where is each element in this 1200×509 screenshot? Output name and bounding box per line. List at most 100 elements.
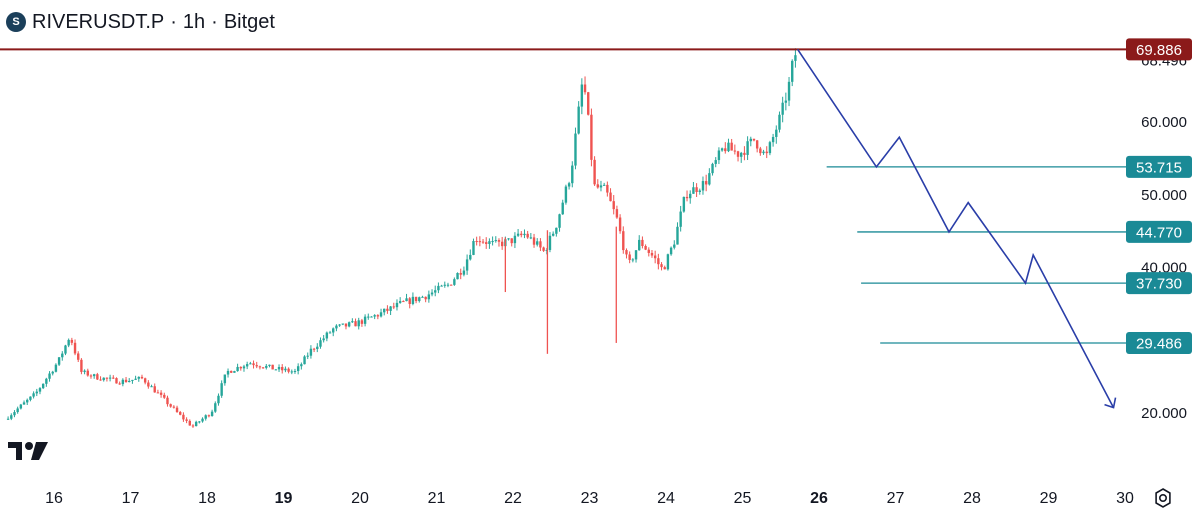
- candle-body: [494, 240, 497, 242]
- interval-label[interactable]: 1h: [182, 10, 206, 33]
- candle-body: [32, 393, 35, 397]
- candle-body: [316, 346, 319, 350]
- candle-body: [112, 377, 115, 379]
- candle-body: [153, 386, 156, 393]
- candle-body: [650, 252, 654, 256]
- candle-body: [376, 315, 380, 317]
- candle-body: [45, 378, 48, 384]
- river-coin-icon: S: [6, 12, 26, 32]
- candle-body: [727, 142, 730, 152]
- candle-body: [389, 306, 392, 311]
- candle-body: [175, 407, 179, 413]
- candle-body: [258, 366, 262, 368]
- candle-body: [523, 233, 526, 236]
- candle-body: [567, 183, 571, 187]
- candle-body: [204, 415, 207, 419]
- symbol-name[interactable]: RIVERUSDT.P: [32, 10, 165, 33]
- candle-body: [612, 201, 615, 210]
- candle-body: [596, 184, 599, 188]
- candle-body: [124, 379, 128, 383]
- candle-body: [618, 217, 622, 232]
- candle-body: [673, 244, 676, 248]
- candle-body: [708, 173, 711, 185]
- candle-body: [663, 267, 666, 270]
- candle-body: [108, 377, 112, 379]
- candle-body: [277, 366, 281, 370]
- candle-body: [233, 371, 236, 373]
- candle-body: [121, 379, 125, 385]
- candle-body: [599, 185, 603, 188]
- candle-body: [698, 190, 701, 192]
- time-axis: 16 17 18 19 20 21 22 23 24 25 26 27 28 29 30: [45, 490, 1134, 506]
- candle-body: [411, 296, 415, 304]
- candle-body: [685, 196, 689, 199]
- candle-body: [188, 420, 191, 426]
- candle-body: [491, 241, 494, 243]
- time-tick-label: 22: [504, 490, 522, 506]
- candle-body: [80, 359, 83, 372]
- candle-body: [583, 84, 587, 93]
- candle-body: [548, 235, 552, 250]
- candle-body: [720, 148, 724, 151]
- time-tick-label: 27: [887, 490, 905, 506]
- candle-body: [134, 378, 137, 380]
- candle-body: [236, 366, 239, 372]
- candle-body: [338, 324, 341, 326]
- candle-body: [743, 152, 746, 155]
- support-price-badge: [1126, 220, 1192, 243]
- candle-body: [532, 237, 536, 245]
- candle-body: [64, 345, 67, 354]
- candle-body: [143, 378, 147, 383]
- time-tick-label: 29: [1040, 490, 1058, 506]
- candle-body: [746, 141, 749, 155]
- candle-body: [268, 364, 271, 366]
- candle-body: [787, 81, 791, 101]
- candle-body: [159, 392, 163, 395]
- candle-body: [83, 370, 86, 372]
- candle-body: [367, 316, 370, 318]
- candle-body: [223, 374, 227, 384]
- time-tick-label: 18: [198, 490, 216, 506]
- candle-body: [628, 254, 631, 260]
- candle-body: [755, 140, 759, 149]
- candle-body: [245, 364, 249, 367]
- candle-body: [414, 296, 418, 302]
- candle-body: [252, 363, 255, 366]
- candle-body: [536, 241, 539, 245]
- price-tick-label: 60.000: [1141, 114, 1187, 131]
- candle-body: [736, 151, 740, 157]
- candle-body: [51, 371, 54, 374]
- candle-body: [322, 338, 325, 341]
- candle-body: [558, 214, 561, 228]
- candle-body: [657, 258, 660, 265]
- resistance-price-label: 69.886: [1136, 42, 1182, 59]
- candle-body: [230, 370, 233, 373]
- candle-body: [472, 241, 475, 255]
- projection-arrowhead: [1104, 397, 1117, 409]
- candle-body: [57, 357, 61, 365]
- candle-body: [332, 328, 335, 333]
- candle-body: [344, 323, 348, 327]
- candle-body: [131, 379, 134, 381]
- candle-body: [392, 306, 395, 308]
- candle-body: [622, 231, 625, 251]
- candle-body: [357, 320, 360, 327]
- candle-body: [752, 138, 756, 141]
- candle-body: [281, 366, 284, 371]
- candle-body: [577, 106, 580, 134]
- candle-body: [207, 415, 211, 417]
- candle-body: [402, 301, 405, 303]
- candle-body: [115, 378, 118, 384]
- candle-body: [730, 142, 733, 151]
- candle-body: [19, 404, 23, 409]
- candle-body: [185, 419, 188, 421]
- candle-body: [749, 138, 752, 142]
- candle-body: [574, 133, 577, 166]
- candle-body: [214, 403, 217, 412]
- support-price-label: 37.730: [1136, 276, 1182, 293]
- candle-body: [695, 187, 698, 192]
- price-tick-label: 50.000: [1141, 187, 1187, 204]
- time-tick-label: 20: [351, 490, 369, 506]
- time-tick-label: 21: [428, 490, 446, 506]
